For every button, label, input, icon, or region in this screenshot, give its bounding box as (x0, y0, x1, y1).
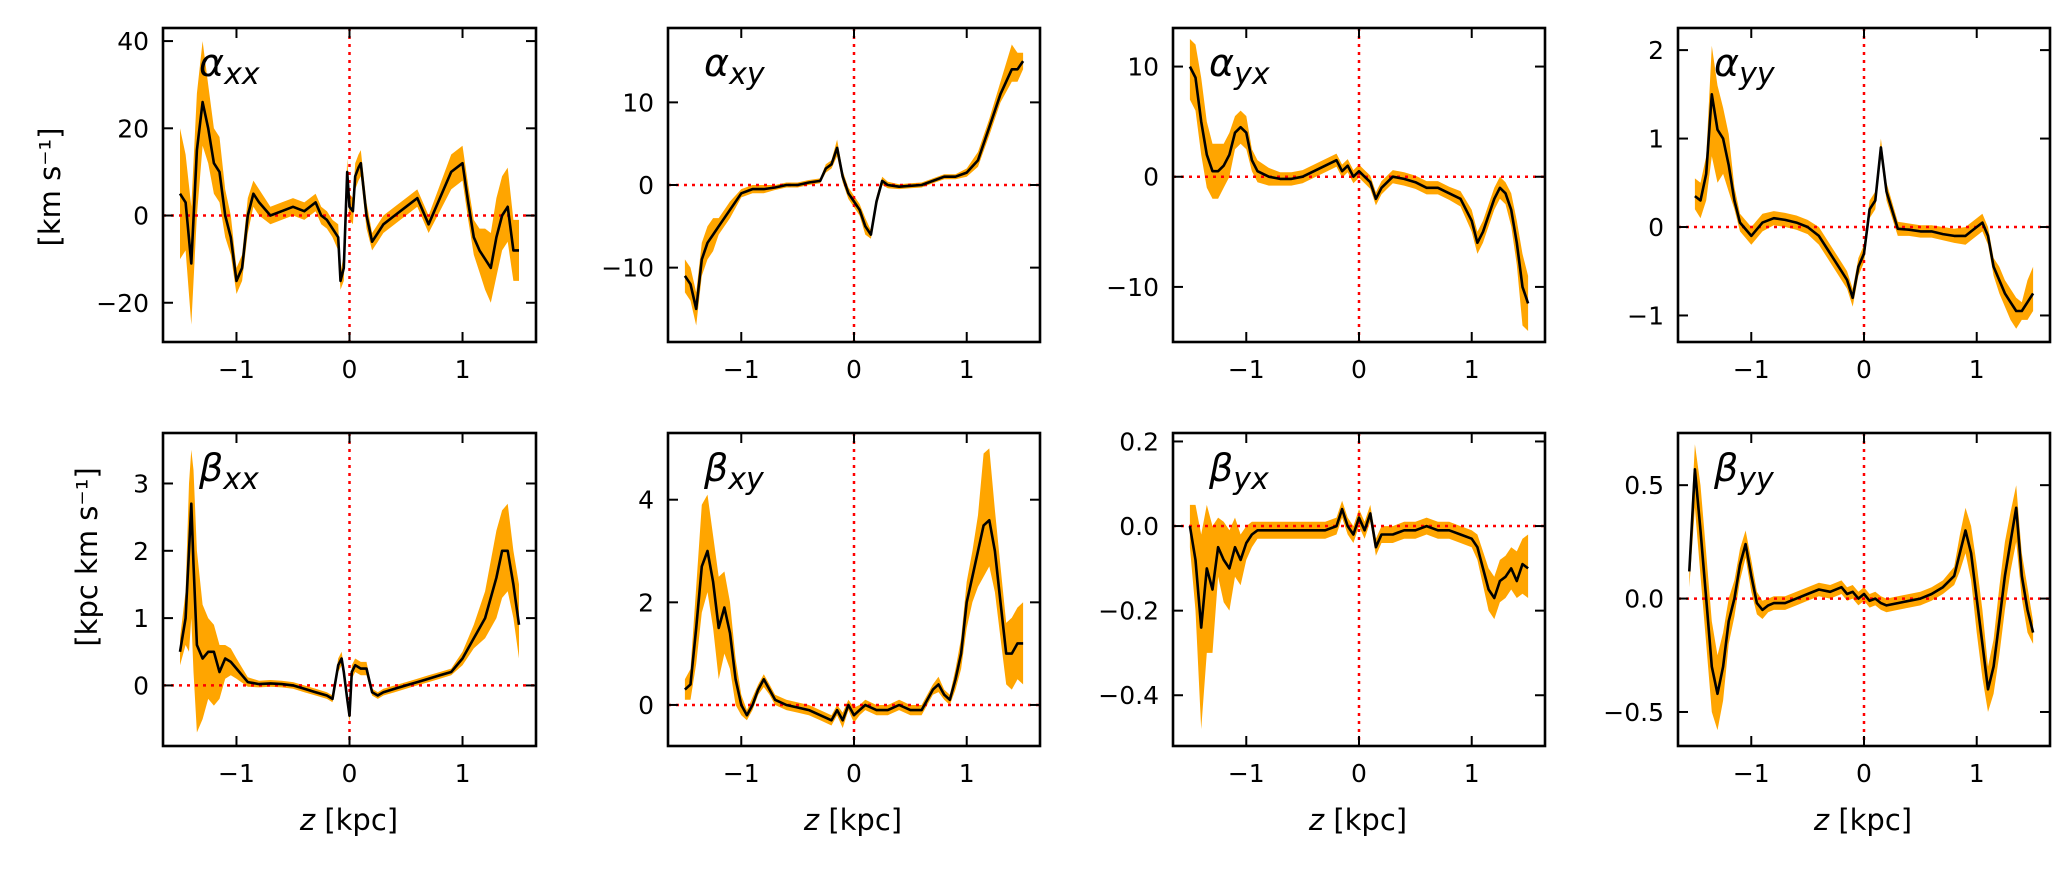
mean-line (1188, 507, 1529, 629)
mean-line (1694, 93, 2035, 313)
panel-label: βyx (1208, 446, 1269, 497)
y-tick-label: −1 (1627, 301, 1664, 330)
x-tick-label: −1 (723, 355, 760, 384)
y-tick-label: 0 (1143, 163, 1159, 192)
x-tick-label: 1 (959, 759, 975, 788)
x-tick-label: −1 (1228, 355, 1265, 384)
y-tick-label: 1 (1648, 125, 1664, 154)
y-tick-label: 0 (133, 671, 149, 700)
x-tick-label: 1 (1969, 355, 1985, 384)
panel-label: βxy (703, 446, 765, 497)
y-tick-label: 10 (1127, 53, 1159, 82)
uncertainty-band (684, 448, 1024, 728)
panel-label: αyy (1714, 41, 1776, 92)
x-tick-label: −1 (1733, 759, 1770, 788)
panel-alpha-xx: −1 0 1 −20 0 20 40 αxx (96, 26, 538, 384)
mean-line (684, 518, 1024, 722)
y-tick-label: −0.2 (1098, 597, 1159, 626)
y-tick-label: −0.5 (1603, 698, 1664, 727)
y-tick-label: 10 (622, 88, 654, 117)
panel-label: βxx (198, 446, 259, 497)
x-tick-label: 1 (959, 355, 975, 384)
uncertainty-band (684, 44, 1024, 326)
x-tick-label: 0 (342, 759, 358, 788)
y-tick-label: 0.0 (1624, 585, 1664, 614)
y-tick-label: 20 (117, 114, 149, 143)
panel-beta-xy: −1 0 1 0 2 4 βxy (638, 431, 1042, 788)
x-tick-label: 0 (846, 355, 862, 384)
y-tick-label: 0.0 (1119, 512, 1159, 541)
panel-beta-yx: −1 0 1 −0.4 −0.2 0.0 0.2 βyx (1098, 427, 1547, 788)
xlabel-col-3: z [kpc] (1308, 803, 1407, 837)
x-tick-label: 0 (1351, 355, 1367, 384)
y-tick-label: 3 (133, 469, 149, 498)
x-tick-label: 0 (846, 759, 862, 788)
panel-alpha-yy: −1 0 1 −1 0 1 2 αyy (1627, 26, 2052, 384)
y-tick-label: 1 (133, 604, 149, 633)
x-tick-label: 1 (1464, 355, 1480, 384)
x-tick-label: 1 (1464, 759, 1480, 788)
y-tick-label: 2 (638, 588, 654, 617)
uncertainty-band (1189, 500, 1529, 730)
y-tick-label: −10 (1106, 273, 1159, 302)
y-tick-label: −20 (96, 289, 149, 318)
x-tick-label: −1 (218, 355, 255, 384)
y-tick-label: 0 (1648, 213, 1664, 242)
y-tick-label: 2 (1648, 36, 1664, 65)
x-tick-label: −1 (1228, 759, 1265, 788)
panel-label: βyy (1713, 446, 1775, 497)
y-tick-label: −10 (601, 254, 654, 283)
panel-beta-yy: −1 0 1 −0.5 0.0 0.5 βyy (1603, 431, 2052, 788)
x-tick-label: 0 (1351, 759, 1367, 788)
mean-line (1688, 468, 2035, 696)
x-tick-label: −1 (723, 759, 760, 788)
mean-line (178, 502, 521, 717)
x-tick-label: 0 (342, 355, 358, 384)
mean-line (1188, 66, 1530, 304)
panel-label: αxy (704, 41, 766, 92)
x-tick-label: 1 (455, 759, 471, 788)
xlabel-col-2: z [kpc] (803, 803, 902, 837)
y-tick-label: 4 (638, 486, 654, 515)
mean-line (178, 100, 519, 283)
y-tick-label: 2 (133, 537, 149, 566)
x-tick-label: −1 (1733, 355, 1770, 384)
y-tick-label: 0.5 (1624, 471, 1664, 500)
y-tick-label: 0 (133, 202, 149, 231)
xlabel-col-1: z [kpc] (299, 803, 398, 837)
y-tick-label: 40 (117, 27, 149, 56)
x-tick-label: 1 (455, 355, 471, 384)
panel-beta-xx: −1 0 1 0 1 2 3 βxx (133, 431, 538, 788)
row-2-ylabel: [kpc km s⁻¹] (70, 467, 104, 646)
row-1-ylabel: [km s⁻¹] (33, 128, 67, 247)
y-tick-label: 0 (638, 691, 654, 720)
xlabel-col-4: z [kpc] (1813, 803, 1912, 837)
uncertainty-band (180, 41, 519, 325)
panel-label: αyx (1209, 41, 1270, 92)
uncertainty-band (180, 449, 519, 733)
x-tick-label: 1 (1969, 759, 1985, 788)
x-tick-label: 0 (1856, 355, 1872, 384)
mean-line (683, 60, 1025, 311)
y-tick-label: 0.2 (1119, 427, 1159, 456)
x-tick-label: 0 (1856, 759, 1872, 788)
y-tick-label: −0.4 (1098, 681, 1159, 710)
x-tick-label: −1 (218, 759, 255, 788)
y-tick-label: 0 (638, 171, 654, 200)
panel-label: αxx (199, 41, 260, 92)
